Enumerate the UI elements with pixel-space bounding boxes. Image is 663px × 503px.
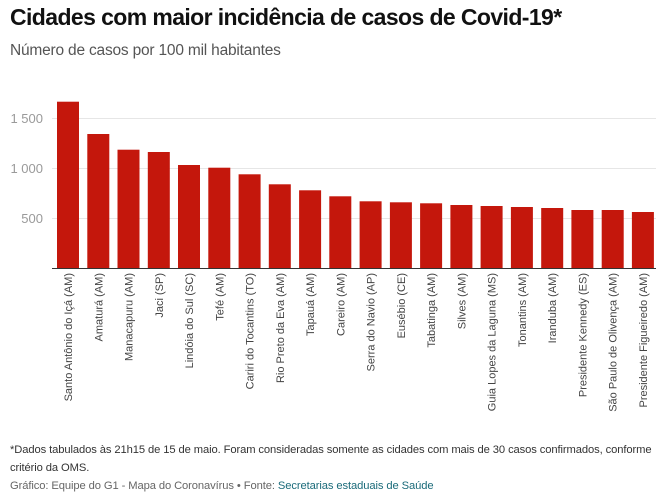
source-link[interactable]: Secretarias estaduais de Saúde <box>277 480 434 492</box>
bar <box>147 152 170 268</box>
chart-title: Cidades com maior incidência de casos de… <box>10 4 562 30</box>
y-tick-label: 1 000 <box>10 161 43 176</box>
x-tick-label: Presidente Figueiredo (AM) <box>638 273 650 408</box>
bar <box>480 206 503 268</box>
x-tick-label: Iranduba (AM) <box>547 273 559 343</box>
chart-subtitle: Número de casos por 100 mil habitantes <box>10 42 281 59</box>
x-tick-label: Jaci (SP) <box>154 273 166 318</box>
x-tick-label: Eusébio (CE) <box>396 273 408 338</box>
x-tick-label: Presidente Kennedy (ES) <box>577 273 589 397</box>
gridlines <box>52 118 656 219</box>
bar <box>238 174 261 268</box>
x-tick-label: Manacapuru (AM) <box>124 273 136 361</box>
y-axis-ticks: 500 1 000 1 500 <box>10 111 43 226</box>
bar <box>208 167 231 268</box>
bar <box>389 202 412 268</box>
bar <box>541 208 564 268</box>
bar <box>450 205 473 268</box>
x-axis-labels: Santo Antônio do Içá (AM) Amaturá (AM) Man… <box>63 273 650 412</box>
credit-line: Gráfico: Equipe do G1 - Mapa do Coronaví… <box>10 480 434 492</box>
bar <box>601 210 624 268</box>
bar <box>178 165 200 268</box>
x-tick-label: Tefé (AM) <box>214 273 226 321</box>
bar <box>359 201 382 268</box>
bars <box>57 101 654 268</box>
x-tick-label: Lindóia do Sul (SC) <box>184 273 196 368</box>
bar <box>299 190 322 268</box>
x-tick-label: São Paulo de Olivença (AM) <box>608 273 620 412</box>
x-tick-label: Serra do Navio (AP) <box>366 273 378 371</box>
x-tick-label: Santo Antônio do Içá (AM) <box>63 273 75 401</box>
bar <box>510 207 533 268</box>
x-tick-label: Guia Lopes da Laguna (MS) <box>487 273 499 411</box>
bar-chart: 500 1 000 1 500 Santo Antônio do Içá (AM) A… <box>10 101 656 412</box>
bar <box>420 203 443 268</box>
bar <box>87 134 110 268</box>
x-tick-label: Amaturá (AM) <box>93 273 105 341</box>
y-tick-label: 1 500 <box>10 111 43 126</box>
credit-text: Gráfico: Equipe do G1 - Mapa do Coronaví… <box>10 480 278 492</box>
x-tick-label: Silves (AM) <box>456 273 468 329</box>
footnote: *Dados tabulados às 21h15 de 15 de maio.… <box>10 444 652 474</box>
bar <box>329 196 352 268</box>
x-tick-label: Tabatinga (AM) <box>426 273 438 348</box>
bar <box>631 212 654 268</box>
x-tick-label: Rio Preto da Eva (AM) <box>275 273 287 383</box>
x-tick-label: Tonantins (AM) <box>517 273 529 347</box>
bar <box>571 210 594 268</box>
x-tick-label: Cariri do Tocantins (TO) <box>245 273 257 389</box>
bar <box>117 149 140 268</box>
bar <box>268 184 291 268</box>
bar <box>57 101 79 268</box>
x-tick-label: Careiro (AM) <box>335 273 347 336</box>
y-tick-label: 500 <box>21 211 43 226</box>
x-tick-label: Tapauá (AM) <box>305 273 317 336</box>
